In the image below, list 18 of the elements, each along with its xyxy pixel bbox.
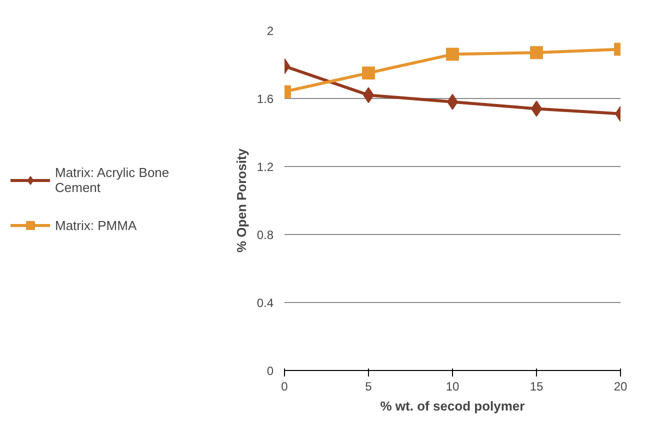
- x-tick-label: 5: [365, 380, 372, 394]
- y-tick-label: 0.8: [256, 228, 274, 242]
- x-tick-label: 0: [281, 380, 288, 394]
- x-tick-label: 10: [446, 380, 460, 394]
- y-axis-title: % Open Porosity: [234, 148, 249, 253]
- point: [362, 66, 375, 80]
- y-tick-label: 0: [266, 364, 274, 378]
- point: [530, 46, 543, 60]
- y-tick-label: 1.6: [256, 92, 274, 106]
- y-tick-label: 0.4: [256, 296, 274, 310]
- legend-label: Matrix: Acrylic Bone Cement: [55, 165, 170, 195]
- y-tick-label: 2: [266, 24, 274, 38]
- legend-label: Matrix: PMMA: [55, 218, 137, 232]
- y-tick-label: 1.2: [256, 160, 274, 174]
- x-axis-title: % wt. of secod polymer: [380, 398, 525, 414]
- x-tick-label: 20: [614, 380, 628, 394]
- x-tick-label: 15: [530, 380, 544, 394]
- point: [446, 48, 459, 61]
